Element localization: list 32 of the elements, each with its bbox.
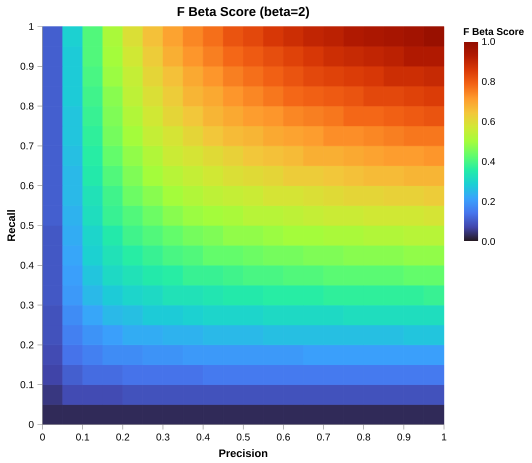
y-tick-label: 0.1 xyxy=(20,381,34,388)
x-tick-label: 0.5 xyxy=(236,434,250,441)
y-axis-title: Recall xyxy=(7,210,16,241)
x-tick-label: 0.9 xyxy=(397,434,410,441)
color-bar-label: 0.4 xyxy=(482,158,496,166)
y-tick-label: 0.9 xyxy=(20,62,34,70)
chart-title: F Beta Score (beta=2) xyxy=(178,6,309,19)
y-tick-label: 0.6 xyxy=(20,182,34,190)
color-bar-label: 0.0 xyxy=(482,238,495,246)
x-tick-label: 0 xyxy=(40,434,45,441)
y-tick-label: 0.2 xyxy=(20,341,34,348)
x-tick-label: 0.2 xyxy=(116,434,130,441)
x-tick-label: 0.8 xyxy=(357,434,370,441)
color-bar-title: F Beta Score xyxy=(464,28,524,36)
y-tick-label: 1 xyxy=(29,23,34,30)
x-tick-label: 0.3 xyxy=(156,434,170,441)
color-bar-label: 0.2 xyxy=(482,198,495,206)
x-tick-label: 0.7 xyxy=(317,434,330,441)
y-tick-label: 0.8 xyxy=(20,102,34,110)
y-tick-label: 0.4 xyxy=(20,262,34,269)
x-axis-title: Precision xyxy=(219,449,268,458)
color-bar-label: 0.8 xyxy=(482,78,495,86)
x-tick-label: 0.4 xyxy=(196,434,210,441)
y-tick-label: 0.5 xyxy=(20,222,34,230)
x-tick-label: 0.6 xyxy=(276,434,290,441)
color-bar-label: 0.6 xyxy=(482,118,495,126)
color-bar-label: 1.0 xyxy=(482,38,495,46)
x-tick-label: 1 xyxy=(442,434,446,440)
x-tick-label: 0.1 xyxy=(76,434,90,441)
y-tick-label: 0.7 xyxy=(20,142,34,150)
y-tick-label: 0.3 xyxy=(20,302,34,309)
y-tick-label: 0 xyxy=(28,420,34,428)
